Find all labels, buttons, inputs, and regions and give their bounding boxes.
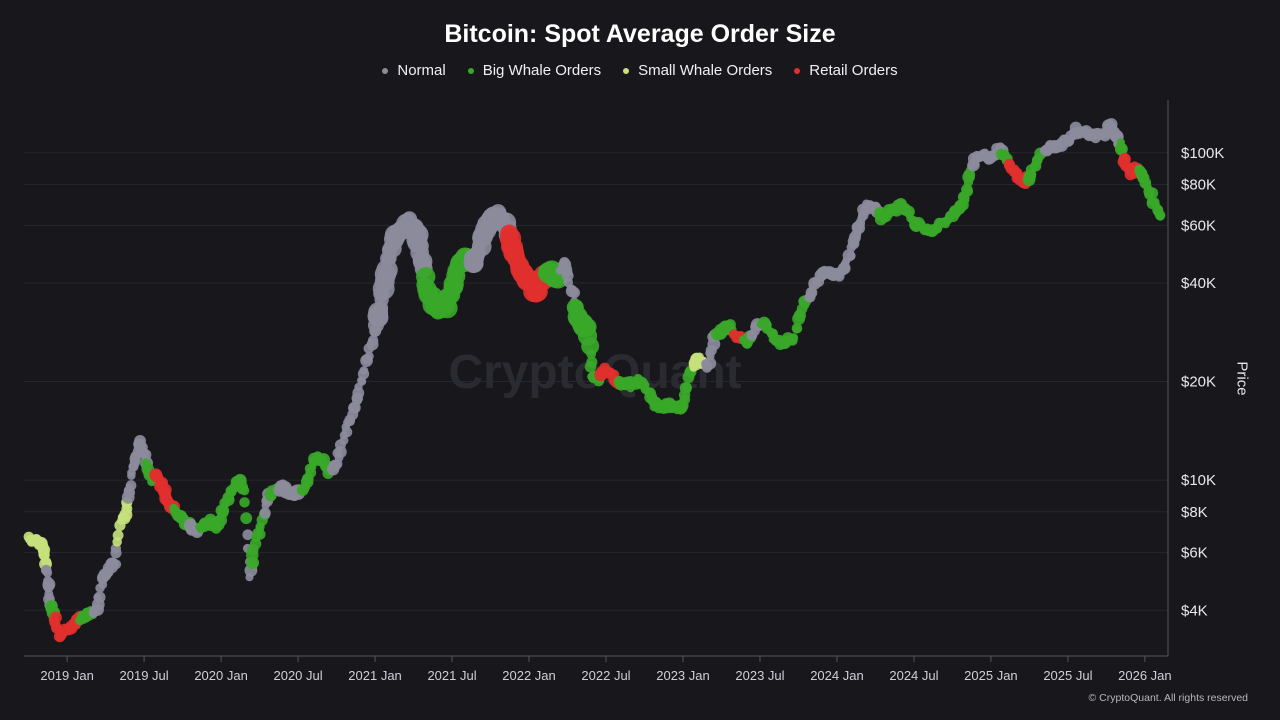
- axes: $4K $6K $8K $10K $20K $40K $60K $80K $100K 2019 J…: [24, 100, 1224, 683]
- price-point-big: [584, 361, 597, 373]
- x-tick-label: 2025 Jan: [964, 668, 1018, 683]
- y-tick-label: $40K: [1181, 275, 1216, 292]
- price-point-normal: [125, 480, 137, 491]
- x-tick-label: 2022 Jan: [502, 668, 556, 683]
- x-tick-label: 2019 Jul: [120, 668, 169, 683]
- price-point-big: [791, 322, 803, 334]
- y-tick-label: $10K: [1181, 472, 1216, 489]
- price-point-small: [112, 529, 124, 541]
- legend-label-retail: Retail Orders: [809, 62, 898, 79]
- legend-item-big-whale[interactable]: Big Whale Orders: [467, 62, 602, 79]
- legend-label-small-whale: Small Whale Orders: [638, 62, 773, 79]
- price-point-big: [1146, 187, 1159, 199]
- price-point-big: [240, 512, 253, 525]
- legend-marker-normal: [382, 67, 389, 74]
- y-tick-label: $80K: [1181, 177, 1216, 194]
- legend-label-normal: Normal: [397, 62, 446, 79]
- price-point-normal: [111, 559, 122, 570]
- y-tick-label: $4K: [1181, 602, 1208, 619]
- price-point-big: [239, 497, 250, 508]
- x-tick-label: 2023 Jul: [735, 668, 784, 683]
- price-point-big: [1155, 211, 1165, 221]
- price-point-big: [586, 349, 597, 359]
- price-point-normal: [359, 366, 369, 375]
- price-point-big: [239, 485, 250, 496]
- y-tick-label: $100K: [1181, 145, 1224, 162]
- x-tick-label: 2026 Jan: [1118, 668, 1172, 683]
- y-tick-label: $8K: [1181, 504, 1208, 521]
- x-tick-label: 2020 Jan: [194, 668, 248, 683]
- price-point-normal: [348, 402, 360, 414]
- price-point-normal: [93, 591, 106, 604]
- legend-marker-small-whale: [623, 67, 630, 74]
- gridlines: [24, 152, 1168, 611]
- y-tick-label: $6K: [1181, 545, 1208, 562]
- price-point-normal: [364, 351, 374, 361]
- x-tick-label: 2022 Jul: [581, 668, 630, 683]
- y-tick-label: $60K: [1181, 217, 1216, 234]
- x-tick-label: 2024 Jan: [810, 668, 864, 683]
- x-tick-label: 2024 Jul: [889, 668, 938, 683]
- price-point-normal: [703, 356, 717, 370]
- price-point-normal: [259, 507, 271, 519]
- legend-label-big-whale: Big Whale Orders: [482, 62, 602, 79]
- price-point-normal: [846, 251, 856, 261]
- x-tick-label: 2025 Jul: [1043, 668, 1092, 683]
- price-point-normal: [42, 568, 53, 578]
- x-tick-label: 2021 Jan: [348, 668, 402, 683]
- copyright: © CryptoQuant. All rights reserved: [1088, 692, 1248, 704]
- data-points: [23, 118, 1166, 643]
- legend: Normal Big Whale Orders Small Whale Orde…: [0, 62, 1280, 79]
- price-point-big: [789, 333, 799, 343]
- price-point-normal: [367, 335, 379, 346]
- legend-marker-big-whale: [467, 67, 474, 74]
- price-point-big: [961, 183, 973, 196]
- x-tick-label: 2019 Jan: [40, 668, 94, 683]
- legend-item-small-whale[interactable]: Small Whale Orders: [623, 62, 772, 79]
- price-point-normal: [242, 529, 254, 541]
- x-tick-label: 2020 Jul: [273, 668, 322, 683]
- price-point-normal: [568, 287, 580, 299]
- y-tick-label: $20K: [1181, 374, 1216, 391]
- legend-item-retail[interactable]: Retail Orders: [794, 62, 898, 79]
- x-tick-label: 2023 Jan: [656, 668, 710, 683]
- chart-title: Bitcoin: Spot Average Order Size: [444, 20, 836, 48]
- y-axis-label: Price: [1233, 361, 1251, 396]
- price-point-big: [681, 382, 692, 393]
- x-tick-label: 2021 Jul: [427, 668, 476, 683]
- legend-item-normal[interactable]: Normal: [382, 62, 446, 79]
- legend-marker-retail: [794, 67, 801, 74]
